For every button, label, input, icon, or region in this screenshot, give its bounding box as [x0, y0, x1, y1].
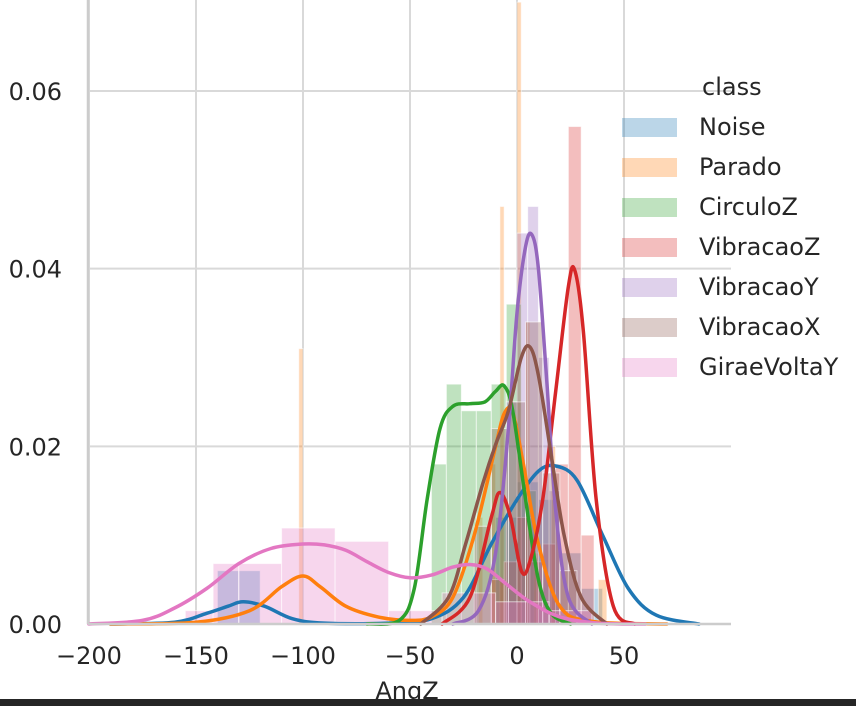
x-tick-label: −200: [56, 642, 122, 670]
x-tick-label: −150: [163, 642, 229, 670]
legend: class Noise Parado CirculoZ VibracaoZ Vibrac…: [622, 73, 839, 381]
x-tick-label: 0: [509, 642, 524, 670]
y-tick-label: 0.00: [9, 611, 62, 639]
legend-swatch: [622, 358, 677, 377]
tick-labels: −200 −150 −100 −50 0 50 0.00 0.02 0.04 0.06: [9, 78, 640, 670]
kde-line-vibracaox: [418, 344, 609, 626]
legend-title: class: [702, 73, 762, 101]
legend-swatch: [622, 238, 677, 257]
kde-line-giraevoltay: [87, 542, 648, 626]
kde-curves: [87, 231, 701, 626]
legend-swatch: [622, 158, 677, 177]
histogram-bar: [525, 321, 544, 625]
legend-swatch: [622, 198, 677, 217]
legend-label: CirculoZ: [699, 193, 798, 221]
legend-label: Noise: [699, 113, 766, 141]
grid: [88, 0, 731, 625]
histogram-bar: [334, 540, 390, 625]
y-tick-label: 0.02: [9, 433, 62, 461]
axes: [86, 0, 731, 626]
legend-label: GiraeVoltaY: [699, 353, 839, 381]
legend-swatch: [622, 318, 677, 337]
histogram-bar: [495, 601, 550, 625]
legend-label: Parado: [699, 153, 782, 181]
legend-label: VibracaoZ: [699, 233, 820, 261]
kde-line-parado: [108, 405, 669, 626]
legend-label: VibracaoY: [699, 273, 819, 301]
x-tick-label: −50: [385, 642, 436, 670]
legend-swatch: [622, 278, 677, 297]
taskbar-strip: [0, 699, 856, 706]
y-tick-label: 0.04: [9, 256, 62, 284]
y-tick-label: 0.06: [9, 78, 62, 106]
kde-line-vibracaoy: [451, 231, 594, 626]
x-tick-label: 50: [609, 642, 640, 670]
histogram-bar: [567, 126, 582, 625]
legend-swatch: [622, 118, 677, 137]
kde-line-circuloz: [365, 383, 573, 626]
x-tick-label: −100: [270, 642, 336, 670]
legend-label: VibracaoX: [699, 313, 820, 341]
